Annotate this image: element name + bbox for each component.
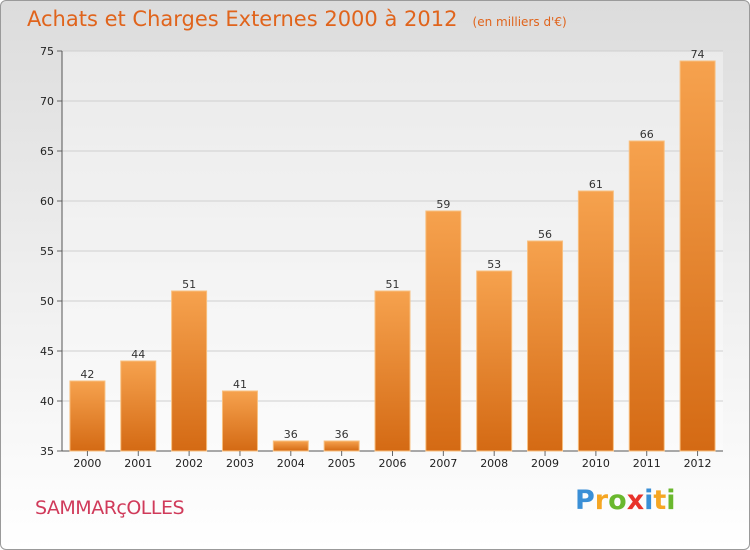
data-label: 56 (538, 228, 552, 241)
bar (323, 440, 360, 452)
x-tick-label: 2003 (226, 457, 254, 470)
y-tick-label: 60 (40, 195, 54, 208)
x-tick-label: 2002 (175, 457, 203, 470)
x-tick-label: 2001 (124, 457, 152, 470)
y-tick-label: 65 (40, 145, 54, 158)
bar (527, 240, 564, 452)
bar (272, 440, 309, 452)
x-tick-label: 2007 (429, 457, 457, 470)
data-label: 59 (436, 198, 450, 211)
logo-letter: r (594, 485, 609, 516)
x-tick-label: 2011 (633, 457, 661, 470)
chart-title: Achats et Charges Externes 2000 à 2012 (27, 7, 458, 31)
data-label: 53 (487, 258, 501, 271)
bar (171, 290, 208, 452)
proxiti-logo: Proxiti (575, 485, 676, 516)
y-tick-label: 50 (40, 295, 54, 308)
bar (374, 290, 411, 452)
data-label: 42 (80, 368, 94, 381)
bar (679, 60, 716, 452)
data-label: 36 (284, 428, 298, 441)
data-label: 61 (589, 178, 603, 191)
x-tick-label: 2000 (73, 457, 101, 470)
logo-letter: x (626, 485, 645, 516)
y-tick-label: 70 (40, 95, 54, 108)
bar (577, 190, 614, 452)
logo-letter: i (644, 485, 654, 516)
logo-letter: t (653, 485, 667, 516)
data-label: 36 (335, 428, 349, 441)
x-tick-label: 2004 (277, 457, 305, 470)
logo-letter: i (666, 485, 676, 516)
chart-title-area: Achats et Charges Externes 2000 à 2012 (… (27, 7, 567, 31)
x-tick-label: 2012 (684, 457, 712, 470)
x-tick-label: 2005 (328, 457, 356, 470)
bar (476, 270, 513, 452)
data-label: 44 (131, 348, 145, 361)
x-tick-label: 2009 (531, 457, 559, 470)
commune-name: SAMMARçOLLES (35, 497, 185, 519)
bar (425, 210, 462, 452)
x-tick-label: 2008 (480, 457, 508, 470)
bar (69, 380, 106, 452)
logo-letter: P (575, 485, 595, 516)
y-tick-label: 40 (40, 395, 54, 408)
data-label: 66 (640, 128, 654, 141)
data-label: 51 (386, 278, 400, 291)
bar (120, 360, 157, 452)
bar (221, 390, 258, 452)
data-label: 41 (233, 378, 247, 391)
chart-subtitle: (en milliers d'€) (472, 15, 567, 29)
y-tick-label: 45 (40, 345, 54, 358)
y-tick-label: 35 (40, 445, 54, 458)
bar (628, 140, 665, 452)
x-tick-label: 2006 (379, 457, 407, 470)
y-tick-label: 75 (40, 45, 54, 58)
y-tick-label: 55 (40, 245, 54, 258)
data-label: 51 (182, 278, 196, 291)
data-label: 74 (691, 48, 705, 61)
x-tick-label: 2010 (582, 457, 610, 470)
logo-letter: o (608, 485, 627, 516)
